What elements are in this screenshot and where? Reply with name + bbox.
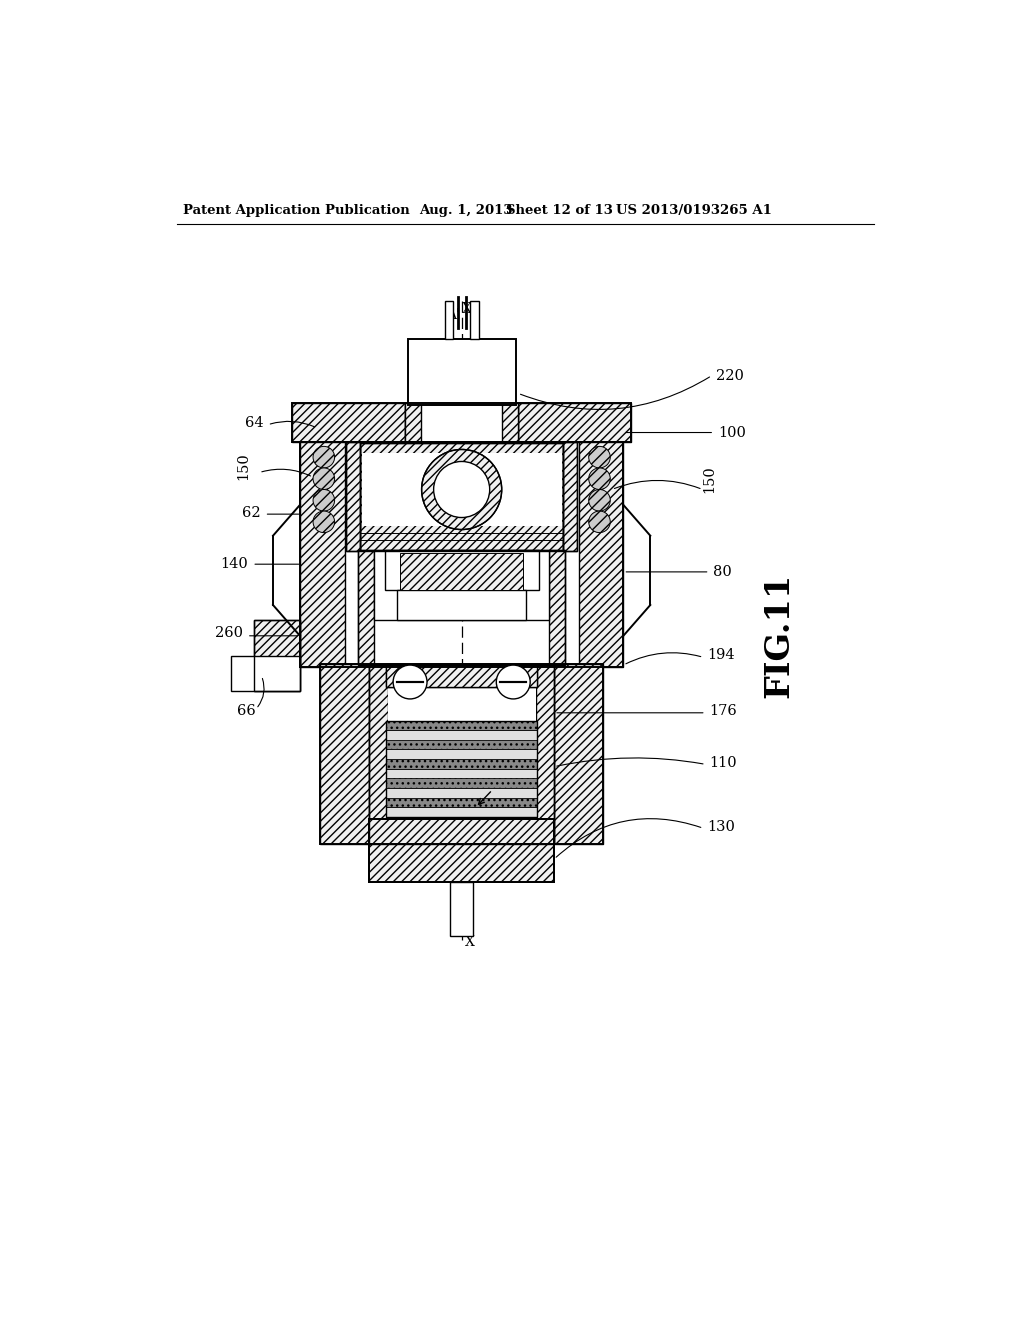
Bar bbox=[386, 768, 538, 779]
Bar bbox=[358, 549, 565, 665]
Bar bbox=[386, 730, 538, 739]
Bar bbox=[374, 549, 550, 620]
Bar bbox=[386, 739, 538, 750]
Bar bbox=[388, 664, 536, 843]
Circle shape bbox=[313, 511, 335, 532]
Text: 150: 150 bbox=[702, 465, 717, 492]
Bar bbox=[386, 721, 538, 817]
Bar bbox=[230, 656, 300, 692]
Text: 150: 150 bbox=[236, 453, 250, 480]
Circle shape bbox=[589, 490, 610, 511]
Text: 130: 130 bbox=[708, 820, 735, 834]
Text: 194: 194 bbox=[708, 648, 735, 663]
Bar bbox=[386, 788, 538, 797]
Text: 220: 220 bbox=[716, 368, 743, 383]
Bar bbox=[300, 442, 345, 667]
Bar bbox=[451, 882, 473, 936]
Circle shape bbox=[497, 665, 530, 700]
Bar bbox=[386, 750, 538, 759]
Bar bbox=[360, 444, 563, 552]
Circle shape bbox=[589, 511, 610, 532]
Circle shape bbox=[433, 462, 489, 517]
Circle shape bbox=[589, 469, 610, 490]
Text: 140: 140 bbox=[220, 557, 249, 572]
Bar bbox=[361, 453, 562, 527]
Circle shape bbox=[393, 665, 427, 700]
Circle shape bbox=[422, 449, 502, 529]
Circle shape bbox=[313, 469, 335, 490]
Bar bbox=[386, 779, 538, 788]
Text: X': X' bbox=[462, 301, 475, 315]
Bar bbox=[406, 404, 518, 442]
Bar bbox=[400, 553, 523, 590]
Bar bbox=[579, 442, 624, 667]
Bar bbox=[563, 442, 578, 552]
Bar bbox=[386, 759, 538, 768]
Bar bbox=[386, 797, 538, 807]
Bar bbox=[292, 404, 631, 442]
Bar bbox=[397, 590, 526, 620]
Bar bbox=[386, 759, 538, 768]
Bar bbox=[386, 721, 538, 730]
Text: 80: 80 bbox=[714, 565, 732, 579]
Bar bbox=[360, 444, 563, 552]
Bar bbox=[358, 549, 374, 665]
Bar bbox=[408, 339, 515, 405]
Text: A: A bbox=[452, 923, 461, 937]
Text: Patent Application Publication: Patent Application Publication bbox=[183, 205, 410, 218]
Text: 260: 260 bbox=[215, 627, 243, 640]
Bar bbox=[370, 664, 554, 843]
Bar bbox=[386, 797, 538, 807]
Bar bbox=[292, 404, 406, 442]
Bar bbox=[536, 664, 554, 843]
Text: 62: 62 bbox=[242, 506, 261, 520]
Circle shape bbox=[589, 446, 610, 469]
Bar bbox=[563, 442, 578, 552]
Bar bbox=[554, 664, 603, 843]
Circle shape bbox=[313, 490, 335, 511]
Bar bbox=[346, 442, 360, 552]
Bar bbox=[254, 620, 300, 692]
Bar bbox=[300, 442, 624, 667]
Text: US 2013/0193265 A1: US 2013/0193265 A1 bbox=[615, 205, 771, 218]
Bar bbox=[319, 664, 603, 843]
Bar bbox=[444, 301, 454, 339]
Bar bbox=[385, 549, 539, 590]
Bar bbox=[503, 404, 518, 442]
Bar bbox=[370, 818, 554, 882]
Bar bbox=[386, 664, 538, 686]
Bar bbox=[518, 404, 631, 442]
Text: 64: 64 bbox=[245, 416, 264, 430]
Bar bbox=[346, 442, 360, 552]
Text: 100: 100 bbox=[718, 425, 745, 440]
Bar bbox=[406, 404, 421, 442]
Circle shape bbox=[313, 446, 335, 469]
Bar bbox=[386, 664, 538, 686]
Bar bbox=[386, 721, 538, 730]
Bar bbox=[386, 779, 538, 788]
Text: A': A' bbox=[446, 308, 460, 322]
Bar bbox=[550, 549, 565, 665]
Bar bbox=[254, 620, 300, 692]
Bar bbox=[386, 739, 538, 750]
Text: FIG.11: FIG.11 bbox=[762, 573, 795, 698]
Text: 66: 66 bbox=[238, 705, 256, 718]
Text: 176: 176 bbox=[710, 705, 737, 718]
Text: X: X bbox=[465, 936, 474, 949]
Bar bbox=[386, 807, 538, 817]
Text: Sheet 12 of 13: Sheet 12 of 13 bbox=[506, 205, 612, 218]
Text: Aug. 1, 2013: Aug. 1, 2013 bbox=[419, 205, 513, 218]
Bar bbox=[470, 301, 478, 339]
Bar bbox=[370, 818, 554, 882]
Bar bbox=[319, 664, 370, 843]
Bar bbox=[370, 664, 388, 843]
Text: 110: 110 bbox=[710, 756, 737, 770]
